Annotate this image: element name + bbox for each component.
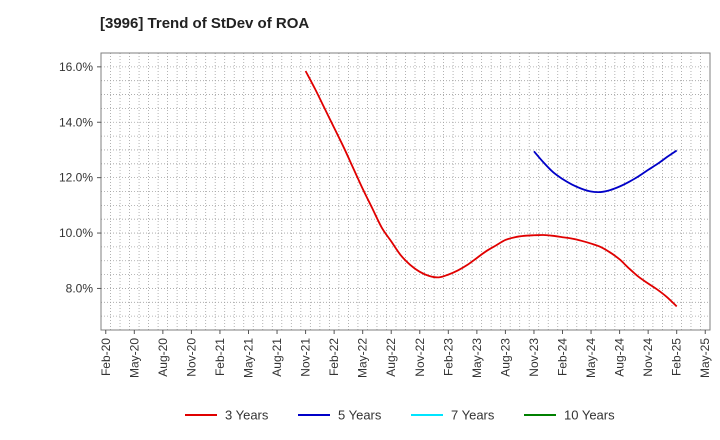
plot-frame xyxy=(100,52,711,331)
grid xyxy=(101,53,710,330)
chart-title: [3996] Trend of StDev of ROA xyxy=(100,15,310,32)
x-tick-label: Aug-20 xyxy=(156,338,170,377)
x-tick-label: May-24 xyxy=(584,338,598,378)
x-tick-label: Nov-22 xyxy=(413,338,427,377)
x-tick-label: Feb-22 xyxy=(327,338,341,376)
legend-label-10-years: 10 Years xyxy=(564,408,615,423)
x-tick-label: May-22 xyxy=(356,338,370,378)
x-tick-label: Feb-20 xyxy=(99,338,113,376)
legend: 3 Years 5 Years 7 Years 10 Years xyxy=(185,408,615,423)
x-tick-label: Feb-25 xyxy=(670,338,684,376)
x-tick-label: Aug-21 xyxy=(270,338,284,377)
y-tick-label: 8.0% xyxy=(66,281,94,295)
series-line-3-years xyxy=(304,70,678,308)
x-tick-label: May-23 xyxy=(470,338,484,378)
legend-label-7-years: 7 Years xyxy=(451,408,495,423)
x-tick-label: Feb-24 xyxy=(556,338,570,376)
y-tick-label: 16.0% xyxy=(59,60,93,74)
series-lines xyxy=(304,70,678,308)
y-tick-label: 12.0% xyxy=(59,171,93,185)
x-tick-label: Nov-24 xyxy=(641,338,655,377)
x-tick-label: May-20 xyxy=(127,338,141,378)
x-tick-label: Aug-23 xyxy=(498,338,512,377)
x-tick-label: Feb-23 xyxy=(441,338,455,376)
legend-label-5-years: 5 Years xyxy=(338,408,382,423)
x-tick-label: Nov-23 xyxy=(527,338,541,377)
x-tick-label: Aug-22 xyxy=(384,338,398,377)
x-axis-ticks: Feb-20 May-20 Aug-20 Nov-20 Feb-21 May-21 Aug-… xyxy=(99,330,712,378)
legend-label-3-years: 3 Years xyxy=(225,408,269,423)
x-tick-label: Nov-20 xyxy=(184,338,198,377)
series-line-5-years xyxy=(533,149,678,194)
y-tick-label: 14.0% xyxy=(59,115,93,129)
y-axis-ticks: 8.0% 10.0% 12.0% 14.0% 16.0% xyxy=(59,60,101,295)
x-tick-label: May-25 xyxy=(698,338,712,378)
x-tick-label: May-21 xyxy=(241,338,255,378)
y-tick-label: 10.0% xyxy=(59,226,93,240)
x-tick-label: Nov-21 xyxy=(299,338,313,377)
x-tick-label: Feb-21 xyxy=(213,338,227,376)
x-tick-label: Aug-24 xyxy=(613,338,627,377)
